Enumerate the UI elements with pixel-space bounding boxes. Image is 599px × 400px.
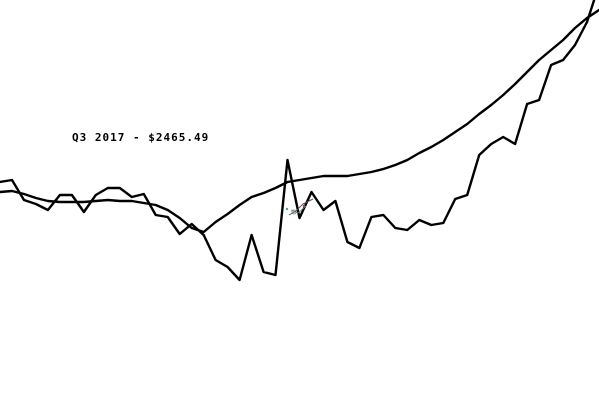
- point-annotation: Q3 2017 - $2465.49: [72, 131, 210, 144]
- series-line-volatile: [0, 0, 596, 282]
- series-line-trend: [0, 8, 599, 234]
- hover-marker: [285, 198, 314, 216]
